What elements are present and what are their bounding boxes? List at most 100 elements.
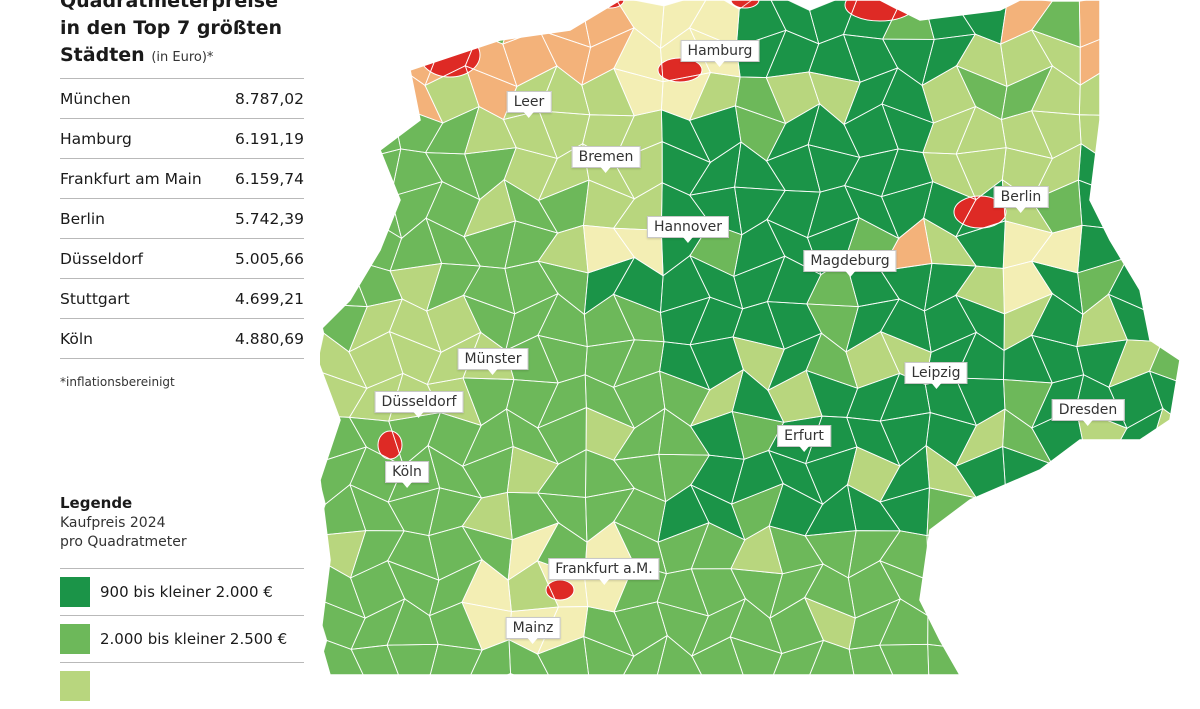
district-border — [1189, 637, 1200, 675]
district-region — [769, 564, 824, 619]
district-region — [426, 295, 481, 353]
district-region — [503, 110, 558, 159]
district-region — [465, 0, 518, 45]
district-region — [463, 295, 515, 351]
district-region — [614, 635, 668, 675]
district-region — [424, 0, 479, 40]
district-region — [613, 454, 666, 502]
price-value: 4.699,21 — [234, 289, 304, 308]
district-region — [505, 293, 558, 351]
district-region — [1151, 141, 1180, 196]
city-label-berlin: Berlin — [993, 186, 1049, 213]
legend-label: 900 bis kleiner 2.000 € — [100, 583, 273, 601]
district-region — [505, 335, 559, 383]
district-region — [320, 185, 368, 238]
district-region — [767, 333, 822, 391]
district-region — [1188, 485, 1200, 540]
legend-swatch — [60, 577, 90, 607]
district-region — [504, 179, 558, 234]
district-border — [1152, 72, 1180, 121]
district-region — [1004, 293, 1053, 351]
district-region — [581, 68, 635, 116]
district-region — [1152, 72, 1180, 121]
district-region — [1032, 560, 1086, 607]
district-border — [1108, 453, 1165, 503]
district-region — [689, 142, 741, 196]
district-region — [956, 147, 1007, 200]
district-region — [690, 455, 745, 505]
panel-title: Quadratmeterpreise in den Top 7 größten … — [60, 0, 310, 71]
price-row: Köln 4.880,69 — [60, 318, 304, 359]
price-value: 8.787,02 — [234, 89, 304, 108]
city-label-dresden: Dresden — [1051, 399, 1125, 426]
district-region — [504, 220, 558, 269]
district-region — [844, 67, 898, 125]
district-region — [462, 409, 514, 467]
district-region — [881, 263, 932, 312]
district-region — [425, 106, 480, 154]
price-value: 5.005,66 — [234, 249, 304, 268]
price-row: Frankfurt am Main 6.159,74 — [60, 158, 304, 198]
district-region — [955, 602, 1008, 651]
district-region — [766, 71, 820, 124]
district-region — [320, 640, 365, 675]
district-border — [1109, 601, 1166, 657]
title-line-1: Quadratmeterpreise — [60, 0, 278, 12]
city-label-hamburg: Hamburg — [680, 40, 760, 67]
district-region — [390, 218, 442, 271]
district-border — [320, 71, 369, 126]
district-region — [1185, 0, 1200, 47]
district-border — [1108, 520, 1165, 575]
district-region — [348, 331, 403, 389]
district-region — [320, 0, 369, 44]
legend-subtitle-line-2: pro Quadratmeter — [60, 534, 187, 550]
district-region — [808, 144, 860, 193]
district-region — [348, 299, 403, 352]
district-region — [348, 185, 402, 239]
district-border — [350, 644, 406, 675]
district-region — [1031, 1, 1081, 48]
district-region — [1107, 109, 1160, 162]
high-price-region — [419, 32, 481, 78]
district-region — [1000, 0, 1053, 45]
district-region — [320, 144, 368, 193]
district-region — [320, 217, 368, 275]
district-border — [320, 144, 369, 193]
district-region — [882, 67, 934, 124]
district-region — [538, 180, 589, 234]
district-region — [585, 374, 635, 429]
district-region — [659, 371, 710, 427]
district-region — [806, 303, 859, 352]
district-region — [1031, 335, 1084, 383]
district-region — [1185, 106, 1200, 163]
district-region — [691, 598, 746, 657]
district-region — [846, 373, 900, 422]
price-value: 4.880,69 — [234, 329, 304, 348]
district-region — [955, 639, 1008, 675]
district-region — [429, 559, 482, 616]
district-border — [1032, 635, 1088, 675]
district-region — [613, 339, 664, 388]
district-region — [1031, 293, 1083, 347]
footnote: *inflationsbereinigt — [60, 375, 175, 389]
district-region — [538, 261, 589, 315]
district-region — [657, 568, 709, 616]
district-border — [1186, 223, 1200, 276]
district-border — [1001, 491, 1053, 541]
district-region — [583, 636, 634, 675]
district-border — [1149, 254, 1180, 314]
district-region — [1189, 523, 1200, 569]
district-border — [320, 0, 370, 45]
district-region — [922, 65, 976, 124]
district-region — [425, 152, 480, 200]
district-region — [613, 228, 664, 276]
district-region — [769, 483, 823, 536]
district-region — [1075, 488, 1127, 543]
district-region — [462, 492, 513, 540]
district-region — [689, 72, 741, 121]
district-region — [765, 0, 819, 44]
district-region — [1148, 454, 1180, 502]
district-region — [1151, 109, 1180, 163]
district-region — [733, 219, 785, 277]
district-region — [1108, 339, 1163, 388]
